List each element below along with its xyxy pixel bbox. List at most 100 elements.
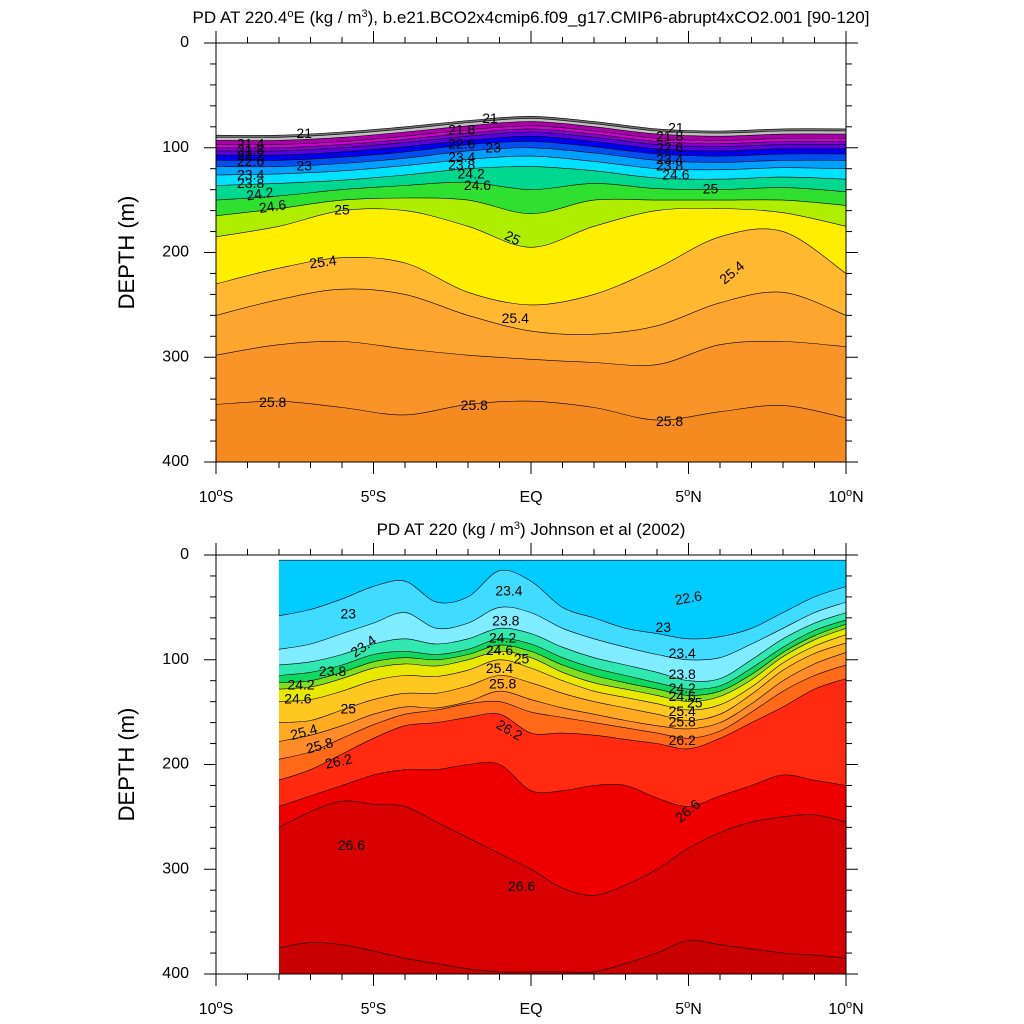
panel-title: PD AT 220 (kg / m3) Johnson et al (2002) (377, 520, 686, 539)
contour-label: 25.8 (656, 413, 683, 429)
contour-label: 25.4 (502, 310, 529, 326)
contour-label: 25.4 (669, 703, 696, 719)
contour-label: 21 (668, 120, 684, 136)
panel-title: PD AT 220.4oE (kg / m3), b.e21.BCO2x4cmi… (193, 8, 870, 27)
y-tick-label: 300 (162, 348, 189, 365)
contour-label: 23.4 (495, 582, 522, 598)
contour-line-21.4 (216, 121, 846, 141)
contour-label: 25.4 (486, 660, 513, 676)
contour-label: 25.8 (489, 676, 516, 692)
x-tick-label: 10oN (828, 999, 863, 1018)
contour-line-23 (278, 569, 846, 640)
y-tick-label: 0 (180, 34, 189, 51)
contour-line-21 (216, 118, 846, 138)
contour-label: 25.8 (259, 394, 286, 410)
x-tick-label: 5oN (675, 487, 702, 506)
contour-label: 25 (703, 180, 719, 196)
contour-label: 23.8 (448, 156, 475, 172)
contour-line-26.8 (278, 939, 846, 973)
contour-label: 24.6 (669, 688, 696, 704)
x-tick-label: 10oN (828, 487, 863, 506)
contour-label: 25.4 (308, 252, 337, 272)
contour-band-26.6 (279, 800, 846, 974)
contour-line-21.8 (216, 125, 846, 146)
contour-label: 24.2 (669, 680, 696, 696)
contour-label: 26.6 (508, 878, 535, 894)
y-axis-label: DEPTH (m) (114, 708, 139, 822)
contour-label: 24.2 (287, 677, 314, 693)
x-tick-label: EQ (519, 1001, 542, 1018)
contour-label: 23.8 (669, 666, 696, 682)
contour-line-22.6 (216, 131, 846, 152)
contour-line-20.6 (216, 115, 846, 136)
contour-label: 23 (341, 605, 357, 621)
observed-density-panel: 2323.423.824.224.62525.425.826.223.423.8… (114, 520, 864, 1018)
y-axis-label: DEPTH (m) (114, 196, 139, 310)
contour-line-23.8 (216, 147, 846, 168)
contour-line-22.2 (216, 128, 846, 149)
y-tick-label: 100 (162, 139, 189, 156)
x-tick-label: 5oN (675, 999, 702, 1018)
contour-label: 25.8 (461, 397, 488, 413)
contour-label: 24.6 (284, 690, 311, 706)
contour-label: 25.8 (304, 734, 335, 757)
contour-label: 24.6 (258, 196, 287, 216)
contour-label: 21 (482, 110, 498, 126)
contour-label: 26.2 (669, 732, 696, 748)
contour-line-24.2 (216, 155, 846, 176)
contour-label: 24.6 (662, 167, 689, 183)
contour-label: 23 (656, 619, 672, 635)
contour-line-24.2 (278, 619, 846, 690)
x-tick-label: 5oS (361, 487, 387, 506)
contour-label: 25 (341, 701, 357, 717)
contour-label: 21.8 (656, 128, 683, 144)
contour-label: 26.6 (338, 837, 365, 853)
contour-label: 22.2 (237, 147, 264, 163)
contour-label: 22.6 (673, 587, 703, 608)
contour-label: 25 (514, 650, 530, 666)
y-tick-label: 200 (162, 756, 189, 773)
contour-line-25.2 (216, 197, 846, 217)
x-tick-label: 10oS (199, 999, 234, 1018)
contour-label: 26.2 (324, 750, 354, 771)
contour-line-26.2 (216, 400, 846, 421)
plot-area: 2323.423.824.224.62525.425.826.223.423.8… (278, 559, 846, 974)
contour-line-23.4 (216, 141, 846, 161)
x-tick-label: EQ (519, 489, 542, 506)
contour-label: 23.4 (656, 151, 683, 167)
contour-line-26.2 (278, 664, 846, 760)
contour-label: 22.6 (448, 135, 475, 151)
contour-line-24.6 (278, 623, 846, 696)
contour-label: 23.8 (237, 175, 264, 191)
y-tick-label: 400 (162, 965, 189, 982)
contour-line-23.8 (278, 612, 846, 682)
contour-label: 25 (502, 227, 523, 248)
contour-line-26 (278, 652, 846, 742)
contour-line-26.5 (278, 762, 846, 807)
contour-line-26.6 (278, 800, 846, 896)
contour-line-25.8 (278, 642, 846, 723)
contour-line-25.8 (216, 288, 846, 335)
contour-label: 21.4 (237, 135, 264, 151)
contour-label: 23.8 (656, 157, 683, 173)
x-tick-label: 5oS (361, 999, 387, 1018)
contour-label: 24.6 (464, 177, 491, 193)
contour-label: 23.8 (319, 663, 346, 679)
contour-line-25 (216, 181, 846, 201)
contour-label: 23 (485, 140, 501, 156)
contour-line-23 (216, 135, 846, 156)
contour-label: 24.2 (245, 184, 274, 204)
y-tick-label: 400 (162, 453, 189, 470)
contour-label: 22.6 (656, 140, 683, 156)
contour-line-23.4 (278, 601, 846, 661)
contour-label: 23.8 (492, 613, 519, 629)
y-tick-label: 100 (162, 651, 189, 668)
contour-label: 25 (334, 201, 350, 217)
x-tick-label: 10oS (199, 487, 234, 506)
contour-label: 23.4 (669, 645, 696, 661)
contour-label: 23 (296, 157, 312, 173)
y-tick-label: 200 (162, 244, 189, 261)
